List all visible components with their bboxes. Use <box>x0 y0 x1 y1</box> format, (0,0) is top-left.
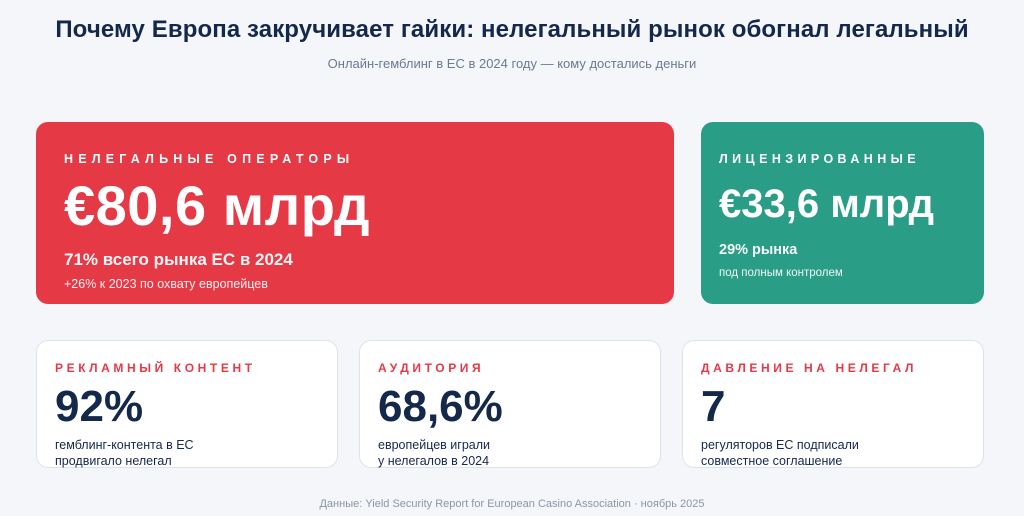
ad-content-stat-card: Рекламный контент 92% гемблинг-контента … <box>36 340 338 468</box>
regulator-pressure-description: регуляторов ЕС подписали совместное согл… <box>701 438 859 468</box>
regulator-pressure-stat-card: Давление на нелегал 7 регуляторов ЕС под… <box>682 340 984 468</box>
illegal-operators-kicker: Нелегальные операторы <box>64 152 355 166</box>
regulator-pressure-value: 7 <box>701 382 726 431</box>
audience-description: европейцев играли у нелегалов в 2024 <box>378 438 491 468</box>
illegal-operators-value: €80,6 млрд <box>64 174 371 237</box>
ad-content-kicker: Рекламный контент <box>55 361 256 375</box>
licensed-operators-kicker: Лицензированные <box>719 152 921 166</box>
licensed-operators-share: 29% рынка <box>719 242 798 258</box>
source-footnote: Данные: Yield Security Report for Europe… <box>319 498 705 510</box>
licensed-operators-value: €33,6 млрд <box>719 182 935 226</box>
audience-kicker: Аудитория <box>378 361 485 375</box>
audience-stat-card: Аудитория 68,6% европейцев играли у неле… <box>359 340 661 468</box>
illegal-operators-note: +26% к 2023 по охвату европейцев <box>64 277 268 291</box>
page-title: Почему Европа закручивает гайки: нелегал… <box>55 16 969 43</box>
audience-value: 68,6% <box>378 382 503 431</box>
licensed-operators-card: Лицензированные €33,6 млрд 29% рынка под… <box>701 122 984 304</box>
licensed-operators-note: под полным контролем <box>719 267 843 279</box>
ad-content-description: гемблинг-контента в ЕС продвигало нелега… <box>55 438 194 468</box>
ad-content-value: 92% <box>55 382 144 431</box>
page-subtitle: Онлайн-гемблинг в ЕС в 2024 году — кому … <box>327 56 697 71</box>
illegal-operators-card: Нелегальные операторы €80,6 млрд 71% все… <box>36 122 674 304</box>
illegal-operators-share: 71% всего рынка ЕС в 2024 <box>64 250 293 269</box>
regulator-pressure-kicker: Давление на нелегал <box>701 361 918 375</box>
